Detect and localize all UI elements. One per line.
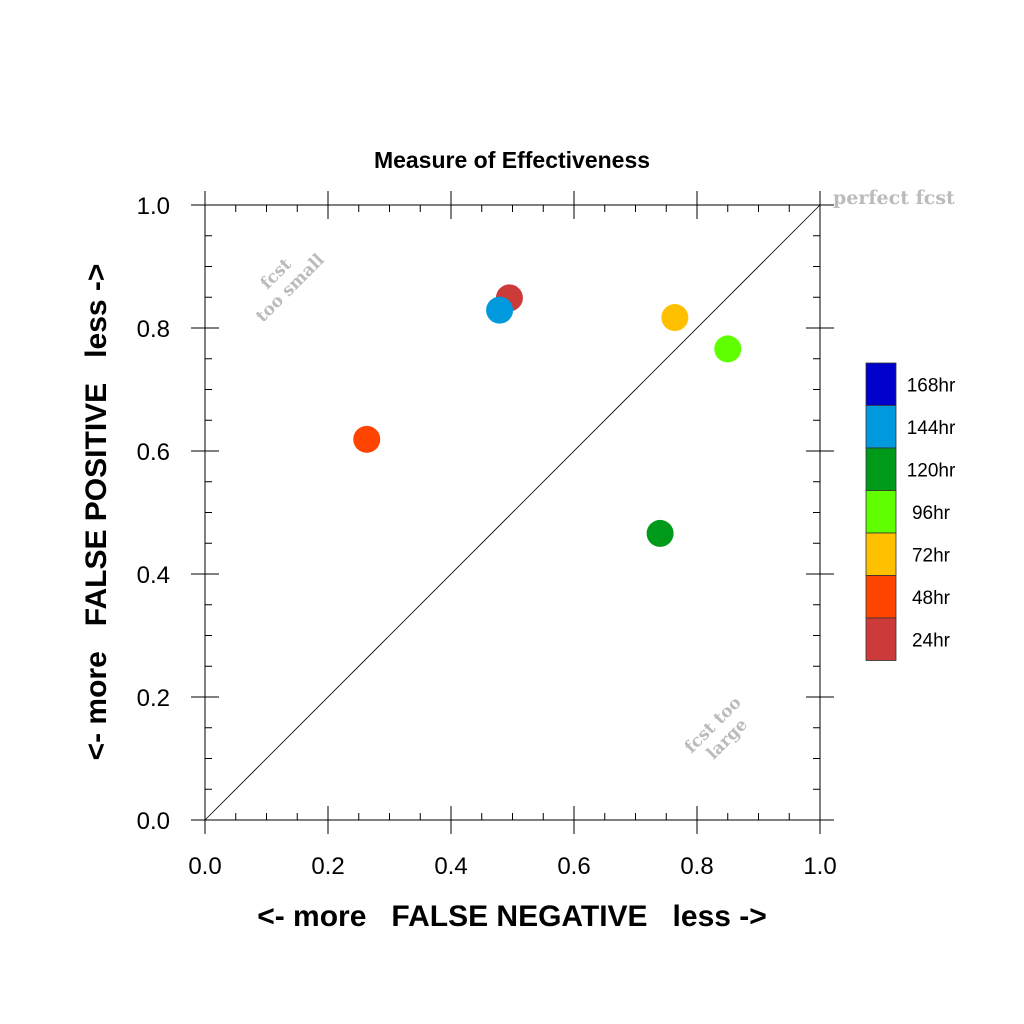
- y-tick-label: 0.4: [137, 562, 170, 589]
- y-tick-label: 0.2: [137, 685, 170, 712]
- y-tick-label: 0.8: [137, 316, 170, 343]
- x-tick-label: 0.8: [680, 853, 713, 880]
- legend-label: 120hr: [907, 460, 956, 481]
- axis-tick-labels: 0.0 0.2 0.4 0.6 0.8 1.0 0.0 0.2 0.4 0.6 0.8 1.0: [137, 193, 837, 880]
- point-144hr: [486, 296, 514, 324]
- legend-swatch-48hr: [865, 575, 897, 619]
- x-axis-label: <- more FALSE NEGATIVE less ->: [257, 900, 767, 933]
- legend-label: 144hr: [907, 418, 956, 439]
- legend-label: 72hr: [912, 545, 951, 566]
- legend-label: 168hr: [907, 375, 956, 396]
- axis-ticks: [191, 191, 834, 834]
- legend-swatch-24hr: [865, 617, 897, 661]
- legend-label: 48hr: [912, 588, 951, 609]
- point-120hr: [646, 519, 674, 547]
- legend-swatch-120hr: [865, 447, 897, 491]
- point-48hr: [353, 425, 381, 453]
- legend-swatch-144hr: [865, 405, 897, 449]
- y-tick-label: 1.0: [137, 193, 170, 220]
- y-axis-label: <- more FALSE POSITIVE less ->: [80, 264, 113, 761]
- legend: 168hr 144hr 120hr 96hr 72hr 48hr 24hr: [865, 362, 956, 661]
- fcst-too-small-annotation: fcst too small: [252, 250, 329, 327]
- point-96hr: [714, 335, 742, 363]
- legend-swatch-168hr: [865, 362, 897, 406]
- y-tick-label: 0.6: [137, 439, 170, 466]
- data-points: [353, 284, 742, 547]
- legend-label: 24hr: [912, 630, 951, 651]
- legend-label: 96hr: [912, 503, 951, 524]
- annotation-line: too small: [252, 250, 329, 327]
- legend-swatch-96hr: [865, 490, 897, 534]
- x-tick-label: 0.4: [434, 853, 467, 880]
- y-tick-label: 0.0: [137, 808, 170, 835]
- x-tick-label: 0.2: [311, 853, 344, 880]
- perfect-forecast-diagonal: [204, 204, 821, 821]
- point-72hr: [661, 304, 689, 332]
- x-tick-label: 0.6: [557, 853, 590, 880]
- x-tick-label: 1.0: [803, 853, 836, 880]
- legend-swatch-72hr: [865, 532, 897, 576]
- x-tick-label: 0.0: [188, 853, 221, 880]
- fcst-too-large-annotation: fcst too large: [681, 693, 752, 764]
- chart-title: Measure of Effectiveness: [374, 147, 650, 173]
- perfect-fcst-annotation: perfect fcst: [833, 187, 955, 209]
